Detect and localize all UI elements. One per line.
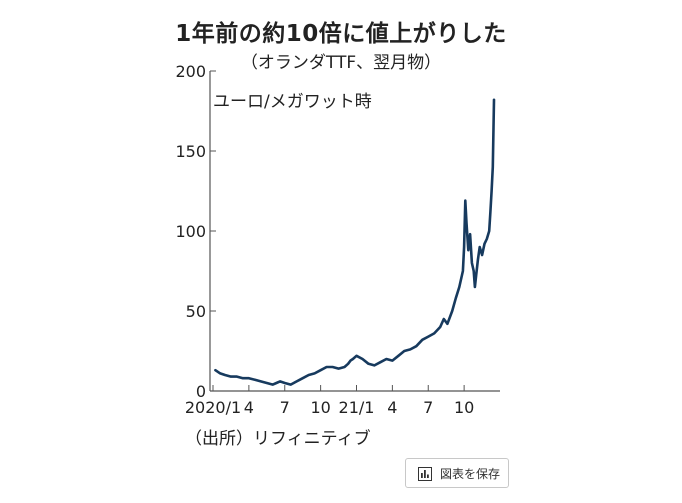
y-unit-label: ユーロ/メガワット時 — [213, 92, 372, 112]
price-series-line — [214, 98, 496, 386]
y-tick-label: 50 — [186, 302, 206, 321]
save-chart-button[interactable]: 図表を保存 — [405, 458, 509, 488]
y-tick-label: 100 — [175, 222, 206, 241]
y-tick-label: 0 — [196, 382, 206, 401]
x-tick-label: 4 — [244, 398, 254, 417]
x-tick-label: 21/1 — [339, 398, 375, 417]
source-note: （出所）リフィニティブ — [185, 429, 371, 449]
y-tick-label: 150 — [175, 142, 206, 161]
x-tick-label: 10 — [454, 398, 474, 417]
x-tick-label: 7 — [423, 398, 433, 417]
y-tick-label: 200 — [175, 62, 206, 81]
chart-title: 1年前の約10倍に値上がりした — [175, 21, 507, 47]
bar-chart-icon — [418, 466, 432, 481]
save-chart-label: 図表を保存 — [440, 466, 501, 481]
chart-subtitle: （オランダTTF、翌月物） — [240, 53, 442, 73]
x-tick-label: 10 — [310, 398, 330, 417]
x-tick-label: 7 — [280, 398, 290, 417]
x-tick-label: 2020/1 — [185, 398, 241, 417]
x-tick-label: 4 — [387, 398, 397, 417]
